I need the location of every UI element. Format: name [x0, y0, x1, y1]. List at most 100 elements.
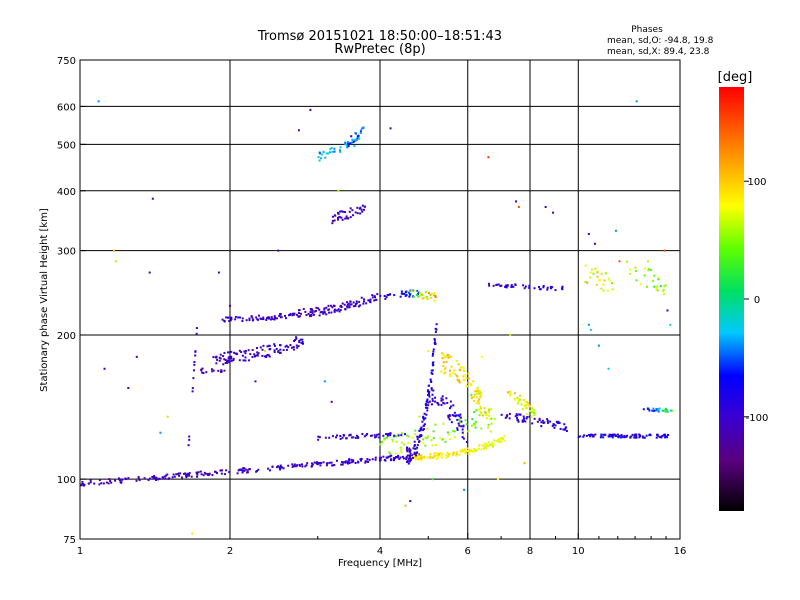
data-point — [522, 284, 525, 287]
data-point — [542, 284, 545, 287]
data-point — [474, 448, 477, 451]
data-point — [477, 400, 480, 403]
data-point — [268, 316, 271, 319]
data-point — [424, 406, 427, 409]
data-point — [433, 341, 436, 344]
data-point — [325, 464, 328, 467]
data-point — [248, 468, 251, 471]
data-point — [459, 416, 462, 419]
data-point — [464, 419, 467, 422]
data-point — [412, 295, 415, 298]
data-point — [408, 448, 411, 451]
data-point — [472, 380, 475, 383]
data-point — [422, 441, 425, 444]
data-point — [421, 456, 424, 459]
data-point — [528, 404, 531, 407]
data-point — [604, 433, 607, 436]
data-point — [607, 435, 610, 438]
data-point — [422, 429, 425, 432]
data-point — [426, 398, 429, 401]
data-point — [538, 285, 541, 288]
data-point — [366, 458, 369, 461]
data-point — [544, 205, 547, 208]
data-point — [221, 318, 224, 321]
data-point — [441, 357, 444, 360]
data-point — [419, 457, 422, 460]
data-point — [341, 302, 344, 305]
data-point — [400, 441, 403, 444]
data-point — [470, 393, 473, 396]
data-point — [331, 222, 334, 225]
data-point — [423, 423, 426, 426]
data-point — [177, 472, 180, 475]
data-point — [435, 323, 438, 326]
data-point — [298, 339, 301, 342]
data-point — [301, 338, 304, 341]
data-point — [427, 389, 430, 392]
data-point — [359, 129, 362, 132]
grid-lines — [80, 60, 680, 539]
data-point — [222, 363, 225, 366]
data-point — [233, 351, 236, 354]
data-point — [663, 249, 666, 252]
data-point — [406, 446, 409, 449]
data-point — [413, 445, 416, 448]
data-point — [515, 200, 518, 203]
data-point — [158, 477, 161, 480]
data-point — [445, 397, 448, 400]
data-point — [137, 476, 140, 479]
data-point — [562, 428, 565, 431]
data-point — [429, 296, 432, 299]
data-point — [473, 423, 476, 426]
data-point — [409, 452, 412, 455]
data-point — [434, 327, 437, 330]
data-point — [234, 352, 237, 355]
data-point — [383, 295, 386, 298]
data-point — [669, 323, 672, 326]
data-point — [279, 467, 282, 470]
data-point — [651, 409, 654, 412]
data-point — [402, 457, 405, 460]
data-point — [304, 310, 307, 313]
data-point — [467, 430, 470, 433]
data-point — [357, 134, 360, 137]
data-point — [273, 315, 276, 318]
data-point — [491, 445, 494, 448]
data-point — [485, 413, 488, 416]
data-point — [448, 354, 451, 357]
data-point — [510, 284, 513, 287]
data-point — [191, 532, 194, 535]
data-point — [317, 438, 320, 441]
data-point — [289, 312, 292, 315]
data-point — [345, 437, 348, 440]
data-point — [582, 435, 585, 438]
data-point — [429, 293, 432, 296]
data-point — [531, 407, 534, 410]
data-point — [476, 386, 479, 389]
data-point — [533, 409, 536, 412]
data-point — [344, 461, 347, 464]
data-point — [445, 456, 448, 459]
data-point — [380, 440, 383, 443]
data-point — [405, 456, 408, 459]
data-point — [447, 453, 450, 456]
data-point — [426, 407, 429, 410]
data-point — [214, 356, 217, 359]
data-point — [455, 454, 458, 457]
data-point — [267, 467, 270, 470]
data-point — [431, 354, 434, 357]
data-point — [652, 407, 655, 410]
data-point — [634, 434, 637, 437]
data-point — [524, 400, 527, 403]
data-point — [365, 434, 368, 437]
data-point — [412, 447, 415, 450]
data-point — [337, 308, 340, 311]
data-point — [244, 356, 247, 359]
data-point — [324, 156, 327, 159]
data-point — [649, 268, 652, 271]
data-point — [228, 351, 231, 354]
data-point — [333, 150, 336, 153]
data-point — [524, 420, 527, 423]
data-point — [590, 268, 593, 271]
data-point — [448, 452, 451, 455]
